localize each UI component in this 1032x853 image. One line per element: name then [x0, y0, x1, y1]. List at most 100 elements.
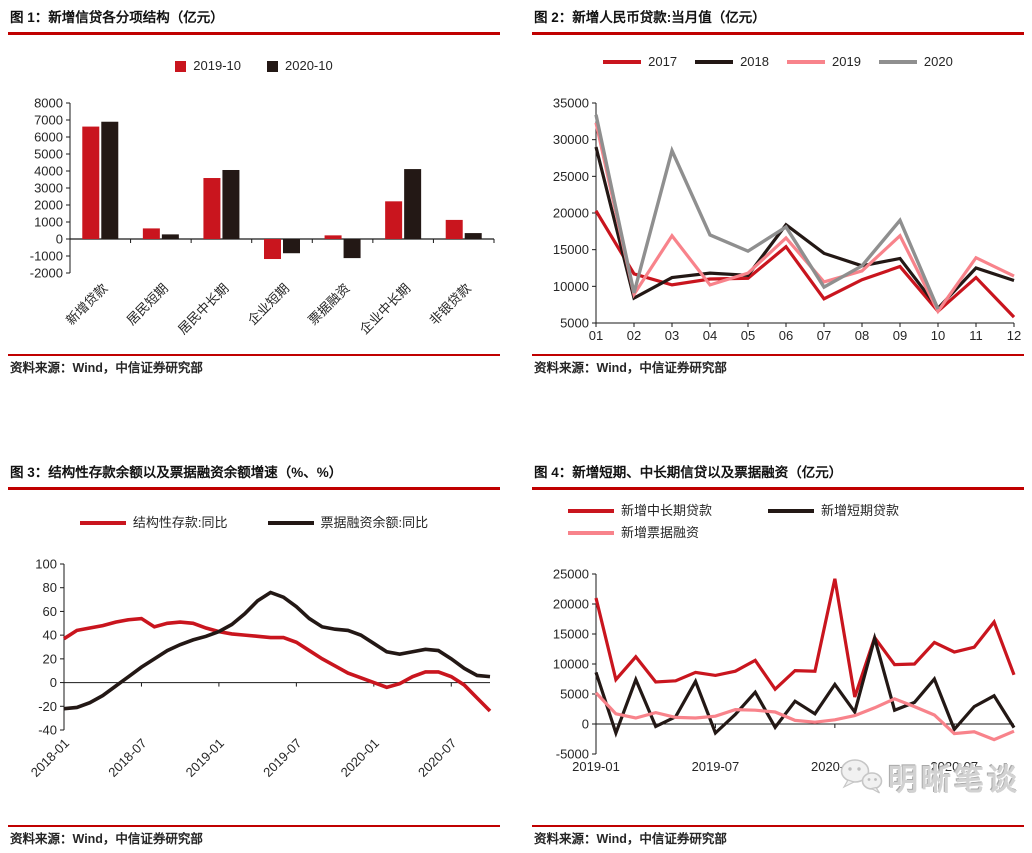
- svg-text:2018-01: 2018-01: [28, 736, 72, 780]
- source-text: 资料来源：Wind，中信证券研究部: [10, 832, 203, 846]
- source-text: 资料来源：Wind，中信证券研究部: [10, 361, 203, 375]
- svg-text:2020-07: 2020-07: [415, 736, 459, 780]
- legend-item: 新增短期贷款: [768, 500, 968, 522]
- svg-text:06: 06: [779, 328, 793, 343]
- svg-text:0: 0: [56, 232, 63, 247]
- legend-item: 结构性存款:同比: [79, 512, 228, 534]
- legend-item: 2020: [878, 51, 953, 73]
- figure4-title: 图 4：新增短期、中长期信贷以及票据融资（亿元）: [532, 461, 1024, 490]
- svg-text:05: 05: [741, 328, 755, 343]
- svg-text:4000: 4000: [34, 164, 63, 179]
- legend-swatch-red-line: [603, 60, 642, 64]
- svg-text:20000: 20000: [553, 597, 589, 612]
- svg-text:6000: 6000: [34, 130, 63, 145]
- legend-item: 2017: [603, 51, 677, 73]
- svg-text:20000: 20000: [553, 206, 589, 221]
- figure2-legend: 2017 2018 2019 2020: [532, 51, 1024, 73]
- legend-label: 新增短期贷款: [821, 503, 900, 518]
- legend-swatch-pink-line: [568, 531, 614, 535]
- svg-text:新增贷款: 新增贷款: [63, 281, 110, 328]
- svg-text:8000: 8000: [34, 97, 63, 111]
- svg-text:03: 03: [665, 328, 679, 343]
- figure2-source: 资料来源：Wind，中信证券研究部: [532, 354, 1024, 378]
- figure2-title: 图 2：新增人民币贷款:当月值（亿元）: [532, 6, 1024, 35]
- figure1-title: 图 1：新增信贷各分项结构（亿元）: [8, 6, 500, 35]
- svg-text:-40: -40: [38, 723, 57, 738]
- figure4-panel: 图 4：新增短期、中长期信贷以及票据融资（亿元） 新增中长期贷款 新增短期贷款 …: [532, 461, 1024, 849]
- legend-swatch-red-line: [79, 521, 126, 525]
- legend-swatch-pink-line: [787, 60, 825, 64]
- svg-text:80: 80: [43, 580, 57, 595]
- svg-text:02: 02: [627, 328, 641, 343]
- svg-text:07: 07: [817, 328, 831, 343]
- svg-text:-2000: -2000: [30, 266, 63, 281]
- legend-label: 票据融资余额:同比: [320, 515, 429, 530]
- legend-swatch-red-line: [568, 509, 614, 513]
- svg-text:1000: 1000: [34, 215, 63, 230]
- svg-text:12: 12: [1007, 328, 1021, 343]
- svg-text:-5000: -5000: [556, 747, 589, 762]
- legend-label: 2017: [648, 54, 678, 69]
- svg-text:30000: 30000: [553, 132, 589, 147]
- legend-swatch-gray-line: [878, 60, 917, 64]
- figure1-legend: 2019-10 2020-10: [8, 55, 500, 77]
- figure1-chart: 8000 7000 6000 5000 4000 3000 2000 1000 0 -1000 -2…: [30, 97, 495, 338]
- legend-label: 新增中长期贷款: [621, 503, 713, 518]
- svg-text:5000: 5000: [560, 687, 589, 702]
- svg-text:非银贷款: 非银贷款: [426, 281, 473, 328]
- svg-text:04: 04: [703, 328, 717, 343]
- svg-text:25000: 25000: [553, 169, 589, 184]
- source-text: 资料来源：Wind，中信证券研究部: [534, 832, 727, 846]
- svg-text:企业中长期: 企业中长期: [357, 281, 414, 338]
- source-text: 资料来源：Wind，中信证券研究部: [534, 361, 727, 375]
- svg-text:0: 0: [50, 675, 57, 690]
- svg-text:10000: 10000: [553, 657, 589, 672]
- svg-text:3000: 3000: [34, 181, 63, 196]
- figure3-source: 资料来源：Wind，中信证券研究部: [8, 825, 500, 849]
- svg-text:-1000: -1000: [30, 249, 63, 264]
- legend-item: 2019: [787, 51, 861, 73]
- svg-text:2019-07: 2019-07: [260, 736, 304, 780]
- legend-label: 结构性存款:同比: [132, 515, 228, 530]
- legend-label: 新增票据融资: [621, 525, 700, 540]
- svg-text:2020-01: 2020-01: [811, 759, 859, 774]
- legend-label: 2019: [832, 54, 861, 69]
- legend-item: 2018: [695, 51, 769, 73]
- svg-text:10000: 10000: [553, 279, 589, 294]
- svg-text:居民短期: 居民短期: [124, 281, 171, 328]
- svg-text:0: 0: [582, 717, 589, 732]
- svg-text:35000: 35000: [553, 96, 589, 111]
- legend-item: 2020-10: [267, 55, 333, 77]
- svg-text:100: 100: [35, 558, 57, 572]
- svg-text:10: 10: [931, 328, 945, 343]
- legend-swatch-black-square: [267, 60, 278, 72]
- figure4-legend: 新增中长期贷款 新增短期贷款 新增票据融资: [568, 500, 988, 544]
- svg-text:-20: -20: [38, 699, 57, 714]
- svg-text:企业短期: 企业短期: [245, 281, 292, 328]
- legend-label: 2020-10: [285, 58, 333, 73]
- figure1-panel: 图 1：新增信贷各分项结构（亿元） 2019-10 2020-10 8000 70…: [8, 6, 500, 378]
- svg-text:2020-07: 2020-07: [930, 759, 978, 774]
- figure3-title: 图 3：结构性存款余额以及票据融资余额增速（%、%）: [8, 461, 500, 490]
- svg-text:2019-01: 2019-01: [183, 736, 227, 780]
- legend-item: 票据融资余额:同比: [267, 512, 429, 534]
- svg-text:2020-01: 2020-01: [338, 736, 382, 780]
- svg-text:15000: 15000: [553, 242, 589, 257]
- legend-label: 2020: [923, 54, 953, 69]
- figure4-source: 资料来源：Wind，中信证券研究部: [532, 825, 1024, 849]
- svg-text:25000: 25000: [553, 568, 589, 582]
- legend-swatch-black-line: [267, 521, 314, 525]
- legend-item: 新增票据融资: [568, 522, 768, 544]
- svg-text:居民中长期: 居民中长期: [175, 281, 232, 338]
- svg-text:2019-07: 2019-07: [692, 759, 740, 774]
- legend-label: 2018: [740, 54, 769, 69]
- svg-text:5000: 5000: [34, 147, 63, 162]
- legend-label: 2019-10: [193, 58, 241, 73]
- svg-text:15000: 15000: [553, 627, 589, 642]
- figure1-source: 资料来源：Wind，中信证券研究部: [8, 354, 500, 378]
- svg-text:08: 08: [855, 328, 869, 343]
- figure2-panel: 图 2：新增人民币贷款:当月值（亿元） 2017 2018 2019 2020 …: [532, 6, 1024, 378]
